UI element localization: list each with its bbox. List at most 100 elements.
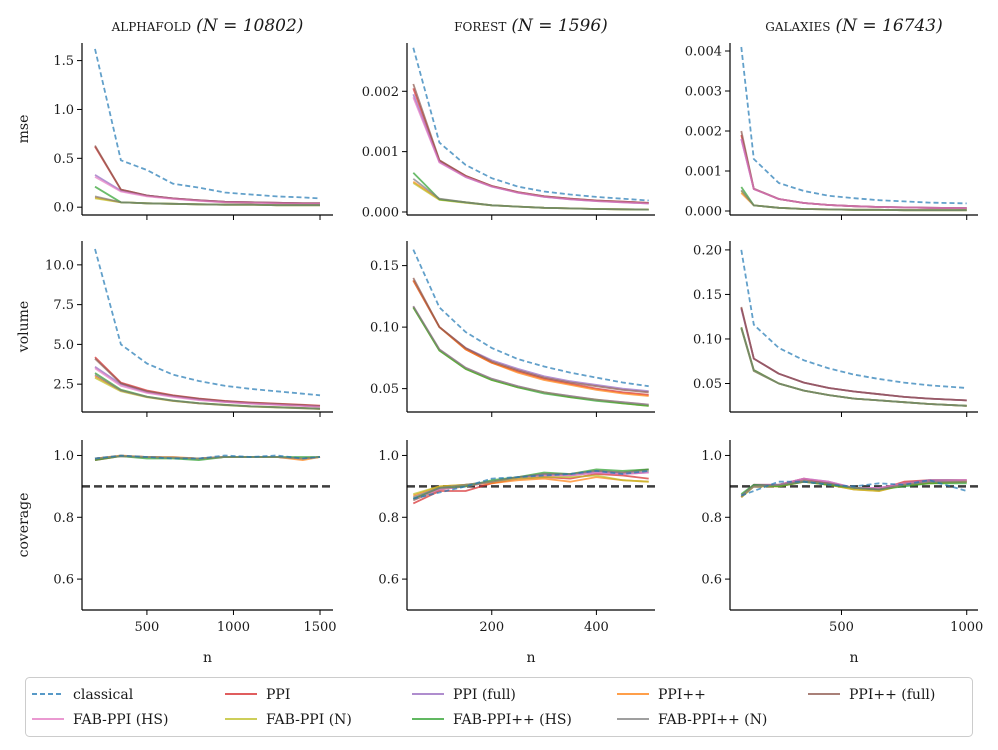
y-tick-label: 1.0 <box>53 103 74 118</box>
y-tick-label: 0.05 <box>693 377 722 392</box>
series-line-fab-ppi-hs <box>412 96 649 205</box>
y-tick-label: 5.0 <box>53 338 74 353</box>
series-line-fab-ppiplusplus-hs <box>412 172 649 211</box>
column-title-count: (N = 10802) <box>196 16 303 36</box>
series-line-fab-ppiplusplus-n <box>94 373 321 410</box>
series-line-fab-ppiplusplus-n <box>740 328 967 407</box>
series-line-classical <box>413 469 649 500</box>
y-tick-label: 1.5 <box>53 54 74 69</box>
series-line-fab-ppi-n <box>412 182 649 211</box>
series-line-ppi-full <box>740 308 967 402</box>
series-line-ppi-full <box>412 93 649 205</box>
series-line-ppiplusplus-full <box>740 306 967 402</box>
series-line-fab-ppiplusplus-n <box>412 178 649 211</box>
row-label-volume: volume <box>16 301 32 353</box>
y-tick-label: 0.001 <box>685 165 722 180</box>
y-tick-label: 0.10 <box>693 332 722 347</box>
y-tick-label: 0.001 <box>362 145 399 160</box>
y-tick-label: 1.0 <box>378 449 399 464</box>
legend-item-fab-ppi-hs: FAB-PPI (HS) <box>32 712 168 728</box>
column-title-name: galaxies <box>765 16 830 36</box>
series-line-fab-ppiplusplus-n <box>740 189 967 212</box>
y-tick-label: 0.15 <box>370 259 399 274</box>
row-label-mse: mse <box>16 115 32 144</box>
series-line-classical <box>94 454 321 460</box>
legend-item-fab-ppiplusplus-n: FAB-PPI++ (N) <box>617 712 767 728</box>
column-title-count: (N = 16743) <box>835 16 942 36</box>
legend-item-classical: classical <box>32 687 134 703</box>
series-line-classical <box>412 249 649 388</box>
x-axis-label: n <box>203 650 212 666</box>
series-line-classical <box>94 248 321 397</box>
series-line-classical <box>412 47 649 202</box>
y-tick-label: 0.004 <box>685 45 722 60</box>
column-title-alphafold: alphafold (N = 10802) <box>111 16 304 36</box>
legend-item-ppiplusplus: PPI++ <box>617 687 706 703</box>
x-tick-label: 1000 <box>950 620 983 635</box>
legend-label: PPI (full) <box>453 687 516 703</box>
panel-alphafold-coverage: 0.6 0.8 1.0 500 1000 1500 <box>53 440 337 635</box>
legend-label: FAB-PPI (N) <box>266 712 352 728</box>
legend-label: PPI++ <box>658 687 706 703</box>
column-title-count: (N = 1596) <box>511 16 607 36</box>
legend-label: FAB-PPI++ (N) <box>658 712 767 728</box>
y-tick-label: 0.6 <box>53 573 74 588</box>
y-tick-label: 0.0 <box>53 201 74 216</box>
y-tick-label: 0.10 <box>370 321 399 336</box>
y-tick-label: 0.002 <box>362 85 399 100</box>
panel-galaxies-volume: 0.05 0.10 0.15 0.20 <box>693 241 978 417</box>
series-line-fab-ppiplusplus-n <box>94 195 320 207</box>
x-tick-label: 1500 <box>303 620 336 635</box>
panel-alphafold-volume: 2.5 5.0 7.5 10.0 <box>45 241 333 417</box>
series-line-ppi <box>94 356 321 407</box>
panel-alphafold-mse: 0.0 0.5 1.0 1.5 <box>53 43 333 220</box>
row-label-coverage: coverage <box>16 493 32 558</box>
series-line-classical <box>740 46 967 205</box>
series-line-classical <box>94 48 321 200</box>
y-tick-label: 2.5 <box>53 378 74 393</box>
y-tick-label: 0.8 <box>701 511 722 526</box>
legend-item-ppi-full: PPI (full) <box>412 687 516 703</box>
y-tick-label: 0.5 <box>53 152 74 167</box>
legend-label: FAB-PPI (HS) <box>73 712 168 728</box>
y-tick-label: 0.15 <box>693 288 722 303</box>
legend-item-ppi: PPI <box>225 687 290 703</box>
series-line-ppi <box>740 307 967 402</box>
legend-label: PPI <box>266 687 290 703</box>
legend-label: PPI++ (full) <box>849 687 935 703</box>
series-line-fab-ppi-hs <box>94 176 320 205</box>
y-tick-label: 0.05 <box>370 382 399 397</box>
panel-forest-volume: 0.05 0.10 0.15 <box>370 241 655 417</box>
legend-item-ppiplusplus-full: PPI++ (full) <box>808 687 935 703</box>
series-line-ppiplusplus <box>740 327 967 407</box>
panel-galaxies-mse: 0.000 0.001 0.002 0.003 0.004 <box>685 43 978 220</box>
series-line-ppiplusplus-full <box>412 277 649 394</box>
y-tick-label: 0.000 <box>362 205 399 220</box>
panel-forest-mse: 0.000 0.001 0.002 <box>362 43 655 220</box>
x-tick-label: 500 <box>829 620 854 635</box>
series-line-fab-ppi-n <box>740 328 967 407</box>
x-axis-label: n <box>526 650 535 666</box>
series-line-ppi <box>412 87 649 204</box>
y-tick-label: 1.0 <box>701 449 722 464</box>
y-tick-label: 0.6 <box>378 573 399 588</box>
y-tick-label: 0.20 <box>693 243 722 258</box>
x-tick-label: 500 <box>134 620 159 635</box>
series-line-ppiplusplus-full <box>412 83 649 204</box>
y-tick-label: 0.003 <box>685 85 722 100</box>
y-tick-label: 0.002 <box>685 125 722 140</box>
column-title-name: alphafold <box>111 16 192 36</box>
x-tick-label: 1000 <box>217 620 250 635</box>
y-tick-label: 0.000 <box>685 205 722 220</box>
legend-item-fab-ppi-n: FAB-PPI (N) <box>225 712 352 728</box>
column-title-forest: forest (N = 1596) <box>454 16 608 36</box>
series-line-ppiplusplus <box>412 279 649 397</box>
y-tick-label: 0.8 <box>53 511 74 526</box>
legend: classical PPI PPI (full) PPI++ PPI++ (full) F… <box>25 677 973 737</box>
legend-item-fab-ppiplusplus-hs: FAB-PPI++ (HS) <box>412 712 572 728</box>
column-titles: alphafold (N = 10802) forest (N = 1596) gala… <box>111 16 943 36</box>
panel-forest-coverage: 0.6 0.8 1.0 200 400 <box>378 440 655 635</box>
series-line-fab-ppi-hs <box>740 327 967 407</box>
